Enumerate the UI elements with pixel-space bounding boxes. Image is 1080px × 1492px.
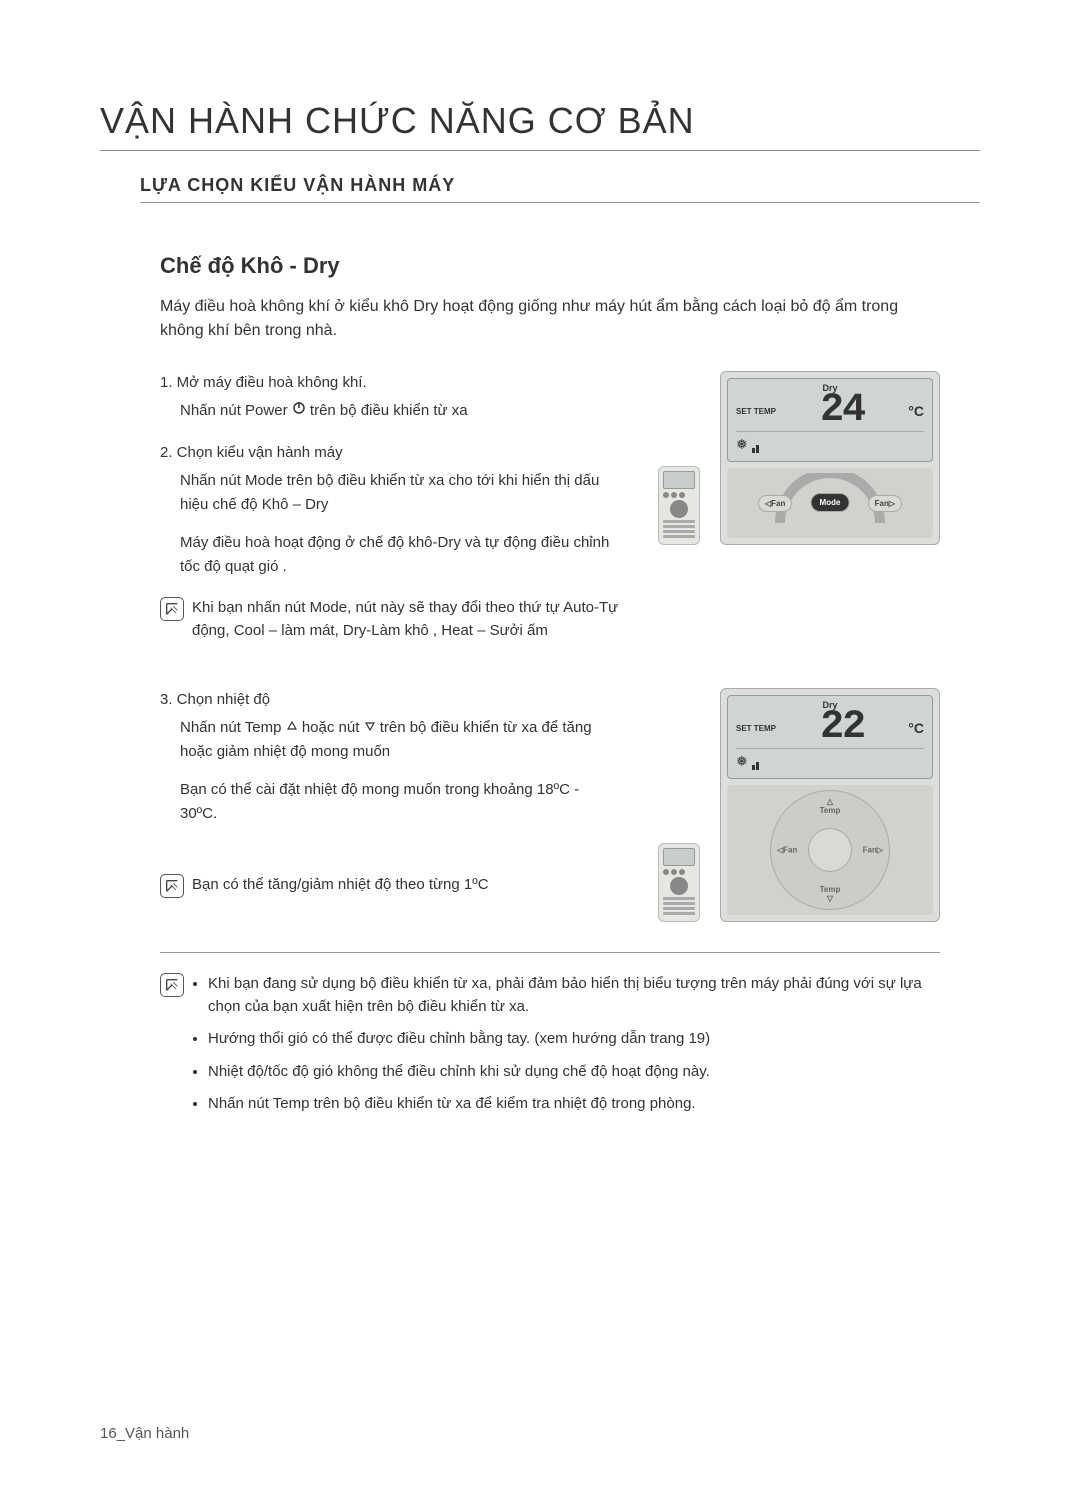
temp-unit-1: °C (908, 403, 924, 419)
step3-body-b: Bạn có thể cài đặt nhiệt độ mong muốn tr… (180, 778, 620, 826)
step3-a-pre: Nhấn nút Temp (180, 719, 281, 736)
page-footer: 16_Vận hành (100, 1425, 189, 1442)
section-title: LỰA CHỌN KIỂU VẬN HÀNH MÁY (140, 175, 980, 203)
fan-left-seg: ◁Fan (777, 846, 797, 855)
fan-icon: ❅ (736, 436, 748, 453)
temp-up-seg: △ Temp (820, 797, 841, 815)
step1-text-a: Nhấn nút Power (180, 402, 292, 419)
control-dial-2: △ Temp Temp ▽ ◁Fan Fan▷ (727, 785, 933, 915)
set-temp-label-2: SET TEMP (736, 724, 776, 733)
final-b3: Nhiệt độ/tốc độ gió không thể điều chỉnh… (208, 1061, 940, 1084)
set-temp-label-1: SET TEMP (736, 407, 776, 416)
step3-body-a: Nhấn nút Temp hoặc nút trên bộ điều khiể… (180, 716, 620, 764)
separator-rule (160, 952, 940, 953)
final-notes: Khi bạn đang sử dụng bộ điều khiển từ xa… (160, 973, 940, 1126)
step2-body-a: Nhấn nút Mode trên bộ điều khiển từ xa c… (180, 469, 620, 517)
fan-bars-icon (752, 436, 759, 453)
step-block-2: 3. Chọn nhiệt độ Nhấn nút Temp hoặc nút … (160, 688, 940, 922)
note-icon (160, 874, 184, 898)
step1-body: Nhấn nút Power trên bộ điều khiển từ xa (180, 399, 620, 423)
note2: Bạn có thể tăng/giảm nhiệt độ theo từng … (160, 874, 620, 898)
page-title: VẬN HÀNH CHỨC NĂNG CƠ BẢN (100, 100, 980, 151)
note2-text: Bạn có thể tăng/giảm nhiệt độ theo từng … (192, 874, 620, 897)
temp-value-2: 22 (820, 708, 864, 748)
triangle-up-icon (286, 716, 298, 740)
power-icon (292, 399, 306, 423)
mini-remote-2 (658, 843, 700, 922)
mode-btn-highlight: Mode (811, 493, 850, 512)
temp-value-1: 24 (820, 391, 864, 431)
note1-text: Khi bạn nhấn nút Mode, nút này sẽ thay đ… (192, 597, 620, 642)
step3-a-mid: hoặc nút (302, 719, 364, 736)
final-b4: Nhấn nút Temp trên bộ điều khiển từ xa đ… (208, 1093, 940, 1116)
fan-right-seg: Fan▷ (863, 846, 883, 855)
fan-icon: ❅ (736, 753, 748, 770)
temp-down-seg: Temp ▽ (820, 885, 841, 903)
triangle-down-icon (364, 716, 376, 740)
note-icon (160, 597, 184, 621)
note1: Khi bạn nhấn nút Mode, nút này sẽ thay đ… (160, 597, 620, 642)
mode-heading: Chế độ Khô - Dry (160, 253, 940, 279)
manual-page: VẬN HÀNH CHỨC NĂNG CƠ BẢN LỰA CHỌN KIỂU … (100, 100, 980, 1126)
step1-text-b: trên bộ điều khiển từ xa (310, 402, 468, 419)
step2-body-b: Máy điều hoà hoạt động ở chế độ khô-Dry … (180, 531, 620, 579)
temp-unit-2: °C (908, 720, 924, 736)
step-block-1: 1. Mở máy điều hoà không khí. Nhấn nút P… (160, 371, 940, 658)
indoor-display-2: Dry SET TEMP 22 °C ❅ (720, 688, 940, 922)
step3-title: 3. Chọn nhiệt độ (160, 688, 620, 712)
step2-title: 2. Chọn kiểu vận hành máy (160, 441, 620, 465)
final-b2: Hướng thổi gió có thể được điều chỉnh bằ… (208, 1028, 940, 1051)
mini-remote-1 (658, 466, 700, 545)
final-b1: Khi bạn đang sử dụng bộ điều khiển từ xa… (208, 973, 940, 1018)
content-area: Chế độ Khô - Dry Máy điều hoà không khí … (160, 253, 940, 1126)
step1-title: 1. Mở máy điều hoà không khí. (160, 371, 620, 395)
fan-bars-icon (752, 753, 759, 770)
step-text-col-2: 3. Chọn nhiệt độ Nhấn nút Temp hoặc nút … (160, 688, 620, 914)
fan-left-btn: ◁Fan (758, 495, 792, 512)
note-icon (160, 973, 184, 997)
fan-right-btn: Fan▷ (868, 495, 902, 512)
illustration-2: Dry SET TEMP 22 °C ❅ (640, 688, 940, 922)
indoor-display-1: Dry SET TEMP 24 °C ❅ (720, 371, 940, 545)
control-strip-1: ◁Fan Mode Fan▷ (727, 468, 933, 538)
intro-paragraph: Máy điều hoà không khí ở kiểu khô Dry ho… (160, 295, 940, 343)
step-text-col-1: 1. Mở máy điều hoà không khí. Nhấn nút P… (160, 371, 620, 658)
illustration-1: Dry SET TEMP 24 °C ❅ (640, 371, 940, 545)
